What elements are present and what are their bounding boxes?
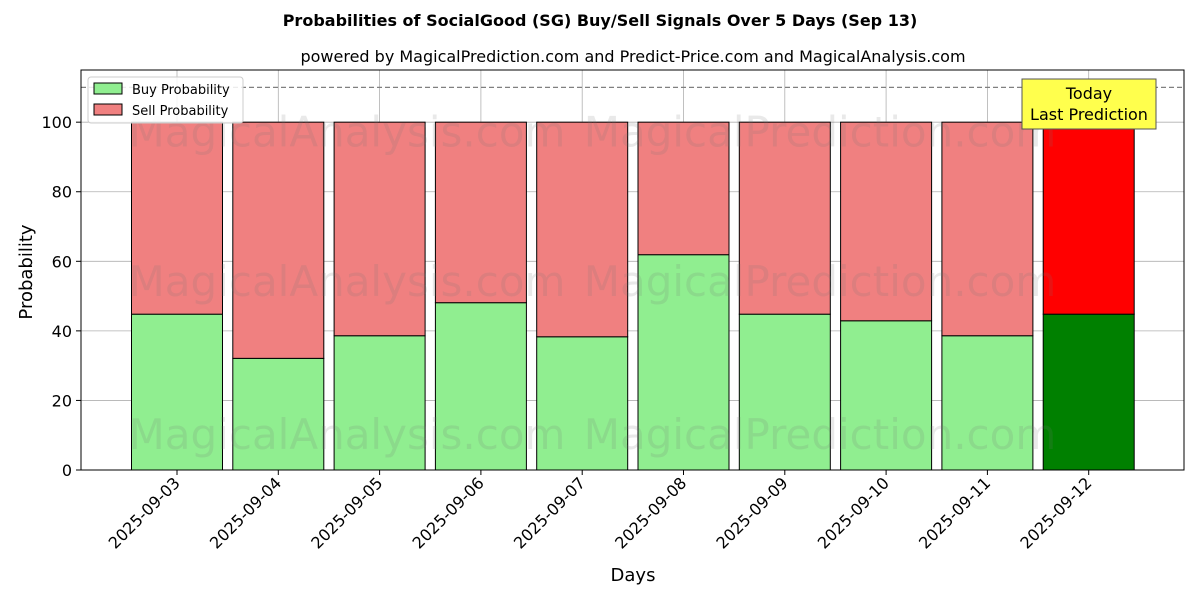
chart-title: Probabilities of SocialGood (SG) Buy/Sel… [283,11,918,30]
x-tick-label: 2025-09-04 [206,473,285,552]
bar-sell [536,121,629,338]
bar-sell [131,121,223,315]
bar-buy [131,313,223,471]
bar-buy [637,254,730,471]
x-tick-label: 2025-09-05 [307,473,386,552]
bar-sell [941,121,1034,337]
bar-buy [1042,313,1135,471]
bar-sell [637,121,730,256]
annotation-box [1021,78,1157,130]
legend-label-buy: Buy Probability [132,83,230,98]
y-tick-label: 80 [52,183,72,202]
legend-swatch-buy [93,82,123,95]
plot-frame [80,69,1185,471]
x-tick-label: 2025-09-03 [105,473,184,552]
bar-buy [941,335,1034,471]
bar-buy [738,313,831,471]
y-axis: 0 20 40 60 80 100 [41,113,81,480]
y-tick-label: 100 [41,113,72,132]
x-tick-label: 2025-09-07 [510,473,589,552]
legend: Buy Probability Sell Probability [87,76,244,124]
chart-subtitle: powered by MagicalPrediction.com and Pre… [300,47,965,66]
legend-swatch-sell [93,103,123,116]
bar-sell [333,121,426,337]
bar-buy [333,335,426,471]
y-axis-label: Probability [16,224,37,319]
annotation-line-2: Last Prediction [1030,105,1148,124]
y-tick-label: 60 [52,252,72,271]
today-annotation: Today Last Prediction [1021,78,1157,130]
y-tick-label: 0 [62,461,72,480]
legend-box [87,76,244,124]
bar-sell [840,121,933,322]
watermark-text: MagicalPrediction.com [584,108,1057,157]
bar-buy [434,302,527,471]
x-tick-label: 2025-09-06 [409,473,488,552]
x-tick-label: 2025-09-11 [915,473,994,552]
bar-buy [840,320,933,471]
x-tick-label: 2025-09-10 [814,473,893,552]
legend-label-sell: Sell Probability [132,104,229,119]
x-tick-label: 2025-09-08 [611,473,690,552]
watermark-text: MagicalAnalysis.com [129,257,566,306]
annotation-line-1: Today [1065,84,1112,103]
bar-sell [738,121,831,315]
y-tick-label: 40 [52,322,72,341]
bars [131,121,1135,471]
bar-sell [232,121,325,359]
y-tick-label: 20 [52,391,72,410]
bar-sell [1042,121,1135,315]
x-axis-label: Days [611,565,656,586]
bar-sell [434,121,527,304]
x-tick-label: 2025-09-09 [712,473,791,552]
bar-buy [536,336,629,471]
watermark-text: MagicalPrediction.com [584,410,1057,459]
x-tick-label: 2025-09-12 [1016,473,1095,552]
x-axis: 2025-09-03 2025-09-04 2025-09-05 2025-09-06… [105,470,1096,553]
watermark-text: MagicalPrediction.com [584,257,1057,306]
watermark-text: MagicalAnalysis.com [129,410,566,459]
